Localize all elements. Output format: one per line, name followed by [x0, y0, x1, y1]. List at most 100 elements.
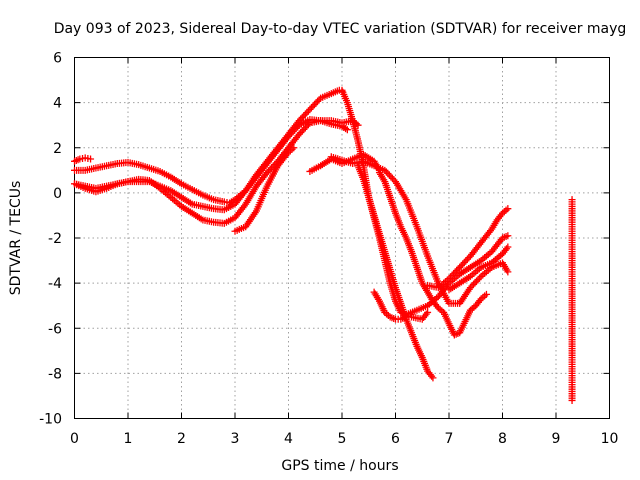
data-point — [265, 167, 273, 175]
data-point — [476, 274, 484, 282]
data-point — [290, 144, 298, 152]
data-point — [384, 170, 392, 178]
data-point — [457, 262, 465, 270]
x-tick-label: 2 — [177, 431, 186, 447]
data-point — [263, 169, 271, 177]
series-track-3 — [71, 86, 346, 214]
data-point — [300, 125, 308, 133]
data-point — [468, 282, 476, 290]
series-track-10 — [370, 288, 432, 323]
data-point — [463, 255, 471, 263]
data-point — [300, 112, 308, 120]
data-point — [469, 280, 477, 288]
data-point — [456, 263, 464, 271]
x-tick-label: 3 — [231, 431, 240, 447]
data-point — [504, 232, 512, 240]
data-point — [382, 168, 390, 176]
data-point — [297, 115, 305, 123]
y-tick-label: 0 — [53, 186, 62, 202]
tick-layer — [74, 57, 610, 419]
data-point — [304, 107, 312, 115]
x-tick-label: 5 — [338, 431, 347, 447]
data-point — [87, 155, 95, 163]
series-track-5 — [231, 144, 298, 235]
x-tick-label: 4 — [284, 431, 293, 447]
x-axis-title: GPS time / hours — [281, 458, 398, 474]
data-point — [447, 273, 455, 281]
data-point — [307, 104, 315, 112]
y-tick-label: -6 — [48, 321, 62, 337]
data-point — [72, 157, 80, 165]
y-tick-label: -10 — [39, 412, 62, 428]
x-tick-labels: 0 1 2 3 4 5 6 7 8 9 10 — [70, 431, 618, 447]
data-point — [298, 127, 306, 135]
series-track-12 — [424, 205, 512, 292]
data-point — [568, 396, 576, 404]
data-point — [385, 171, 393, 179]
x-tick-label: 0 — [70, 431, 79, 447]
data-point — [74, 156, 82, 164]
data-point — [429, 374, 437, 382]
data-point — [445, 275, 453, 283]
x-tick-label: 9 — [552, 431, 561, 447]
x-tick-label: 6 — [391, 431, 400, 447]
y-axis-title: SDTVAR / TECUs — [8, 181, 24, 296]
data-point — [451, 268, 459, 276]
data-point — [315, 96, 323, 104]
data-point — [381, 166, 389, 174]
series-track-13 — [445, 243, 512, 294]
data-point — [459, 260, 467, 268]
data-point — [306, 105, 314, 113]
data-point — [301, 110, 309, 118]
data-point — [474, 276, 482, 284]
data-point — [473, 277, 481, 285]
data-point — [388, 174, 396, 182]
x-tick-label: 8 — [498, 431, 507, 447]
data-point — [387, 173, 395, 181]
y-tick-label: 6 — [53, 51, 62, 67]
data-point — [450, 270, 458, 278]
data-point — [424, 308, 432, 316]
series-track-7 — [327, 153, 512, 307]
data-point — [343, 126, 351, 134]
data-point — [504, 243, 512, 251]
series-track-2 — [71, 154, 95, 165]
x-tick-label: 7 — [445, 431, 454, 447]
data-point — [303, 109, 311, 117]
y-tick-label: 2 — [53, 141, 62, 157]
y-tick-label: -2 — [48, 231, 62, 247]
data-point — [448, 271, 456, 279]
data-point — [460, 258, 468, 266]
series-track-14 — [568, 196, 576, 404]
data-point — [504, 268, 512, 276]
data-point — [454, 265, 462, 273]
data-point — [303, 122, 311, 130]
data-point — [295, 117, 303, 125]
series-track-11 — [375, 169, 490, 339]
data-point — [301, 124, 309, 132]
data-marks — [71, 86, 576, 404]
chart-title: Day 093 of 2023, Sidereal Day-to-day VTE… — [54, 21, 627, 37]
x-tick-label: 1 — [124, 431, 133, 447]
series-track-9 — [354, 162, 437, 382]
data-point — [453, 267, 461, 275]
data-point — [295, 130, 303, 138]
data-point — [504, 205, 512, 213]
data-point — [466, 284, 474, 292]
y-tick-labels: -10 -8 -6 -4 -2 0 2 4 6 — [39, 51, 62, 428]
grid-layer — [74, 57, 610, 419]
data-point — [312, 99, 320, 107]
y-tick-label: 4 — [53, 96, 62, 112]
data-point — [482, 290, 490, 298]
data-point — [298, 113, 306, 121]
data-point — [297, 129, 305, 137]
y-tick-label: -4 — [48, 276, 62, 292]
data-point — [309, 102, 317, 110]
data-point — [502, 232, 510, 240]
x-tick-label: 10 — [601, 431, 619, 447]
data-point — [310, 101, 318, 109]
data-point — [471, 279, 479, 287]
data-point — [304, 121, 312, 129]
data-point — [314, 97, 322, 105]
